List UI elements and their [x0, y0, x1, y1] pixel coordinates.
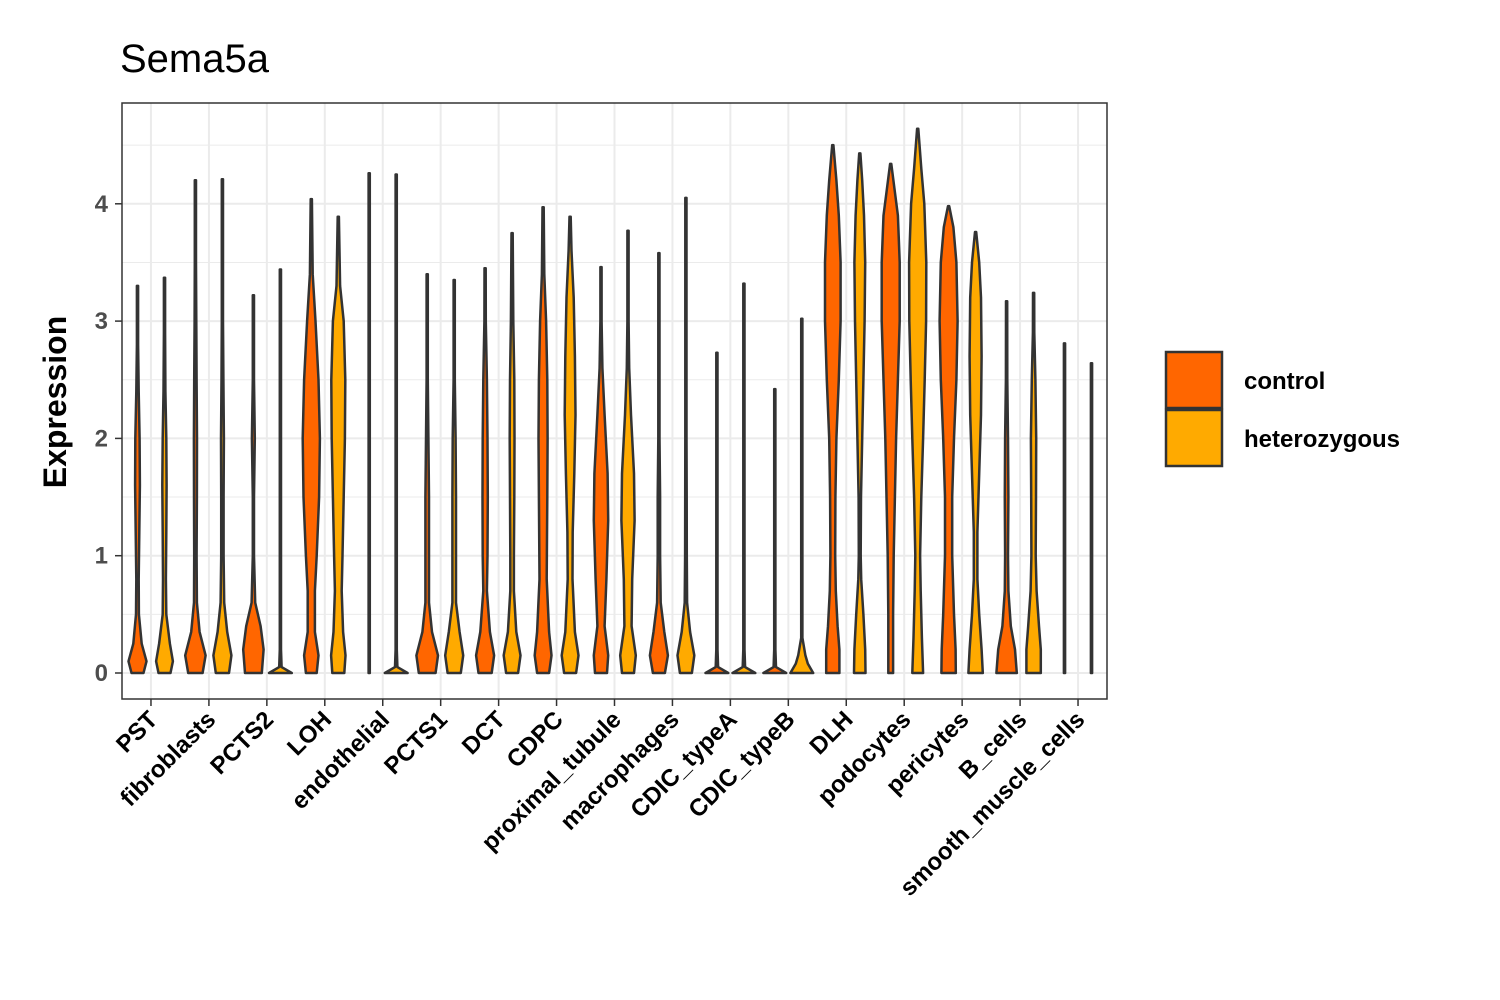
violin-heterozygous-DCT — [502, 231, 522, 675]
grid — [122, 103, 1107, 699]
y-tick-label: 2 — [95, 425, 108, 452]
y-axis: 0 1 2 3 4 — [95, 191, 122, 687]
violin-control-fibroblasts — [183, 179, 207, 675]
violin-heterozygous-PCTS1 — [443, 278, 465, 675]
violin-heterozygous-B_cells — [1025, 291, 1043, 675]
violin-heterozygous-PST — [154, 276, 175, 675]
violin-heterozygous-PCTS2 — [267, 268, 294, 675]
violins — [127, 127, 1094, 675]
violin-heterozygous-endothelial — [383, 173, 409, 675]
legend-label-heterozygous: heterozygous — [1244, 426, 1400, 453]
violin-control-PCTS2 — [241, 294, 265, 675]
violin-heterozygous-podocytes — [907, 127, 928, 675]
violin-heterozygous-pericytes — [967, 230, 985, 675]
violin-control-macrophages — [648, 251, 670, 675]
violin-control-proximal_tubule — [592, 265, 610, 675]
violin-control-DLH — [823, 143, 842, 675]
violin-control-pericytes — [938, 204, 959, 675]
y-axis-label: Expression — [37, 316, 73, 489]
violin-heterozygous-smooth_muscle_cells — [1089, 362, 1094, 675]
y-tick-label: 3 — [95, 308, 108, 335]
violin-control-smooth_muscle_cells — [1062, 342, 1067, 675]
violin-control-DCT — [474, 267, 496, 675]
violin-heterozygous-fibroblasts — [212, 177, 233, 675]
legend-label-control: control — [1244, 368, 1325, 395]
violin-control-CDIC_typeA — [704, 351, 730, 675]
legend-key-control — [1164, 350, 1224, 410]
violin-heterozygous-LOH — [329, 215, 347, 675]
violin-heterozygous-proximal_tubule — [618, 229, 638, 675]
violin-control-PCTS1 — [415, 272, 440, 675]
chart-title: Sema5a — [120, 37, 270, 81]
violin-control-endothelial — [367, 172, 372, 675]
violin-control-CDPC — [533, 206, 553, 675]
violin-control-LOH — [301, 197, 322, 675]
y-tick-label: 1 — [95, 543, 108, 570]
violin-heterozygous-DLH — [852, 152, 867, 675]
violin-control-CDIC_typeB — [762, 387, 788, 675]
violin-heterozygous-macrophages — [676, 196, 696, 675]
y-tick-label: 0 — [95, 660, 108, 687]
violin-heterozygous-CDIC_typeA — [731, 282, 757, 675]
violin-heterozygous-CDPC — [560, 215, 580, 675]
violin-heterozygous-CDIC_typeB — [789, 317, 815, 675]
legend-key-heterozygous — [1164, 408, 1224, 468]
violin-control-PST — [127, 284, 148, 675]
legend: control heterozygous — [1164, 350, 1400, 468]
y-tick-label: 4 — [95, 191, 109, 218]
violin-control-B_cells — [995, 299, 1019, 675]
violin-control-podocytes — [880, 162, 901, 675]
